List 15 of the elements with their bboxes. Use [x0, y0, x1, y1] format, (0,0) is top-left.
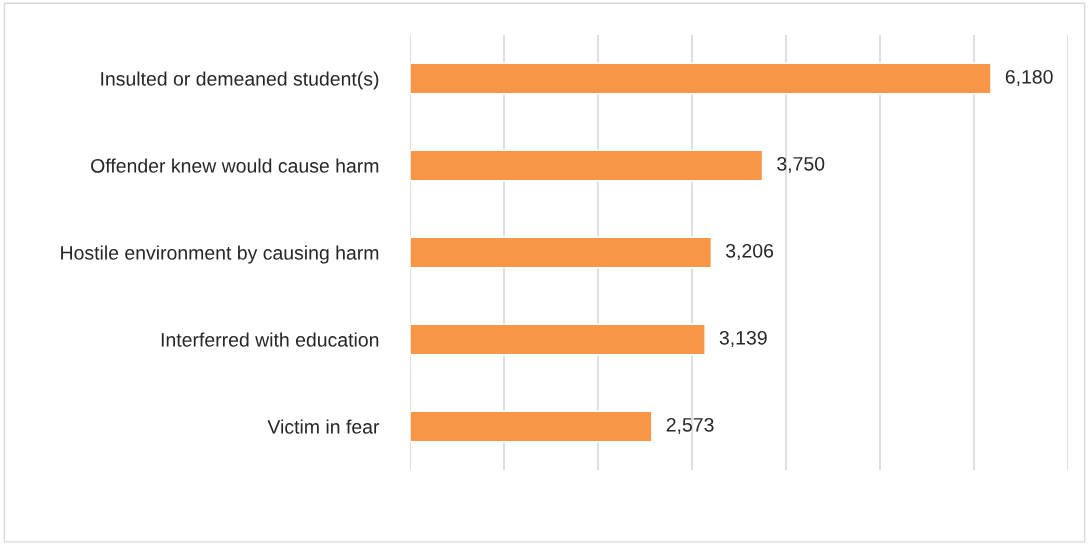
bar — [410, 323, 706, 356]
bar — [410, 236, 713, 269]
y-tick-label: Hostile environment by causing harm — [61, 245, 379, 264]
data-label: 3,139 — [719, 330, 767, 348]
data-label: 3,750 — [777, 156, 825, 174]
y-tick-label: Offender knew would cause harm — [91, 158, 379, 173]
data-label: 2,573 — [666, 417, 714, 435]
bar — [410, 410, 653, 443]
data-label: 3,206 — [725, 243, 774, 261]
y-tick-label: Interferred with education — [161, 332, 379, 347]
bar — [410, 149, 764, 182]
y-tick-label: Insulted or demeaned student(s) — [101, 71, 379, 90]
bar — [410, 62, 992, 95]
y-tick-label: Victim in fear — [267, 419, 380, 434]
data-label: 6,180 — [1005, 69, 1053, 87]
